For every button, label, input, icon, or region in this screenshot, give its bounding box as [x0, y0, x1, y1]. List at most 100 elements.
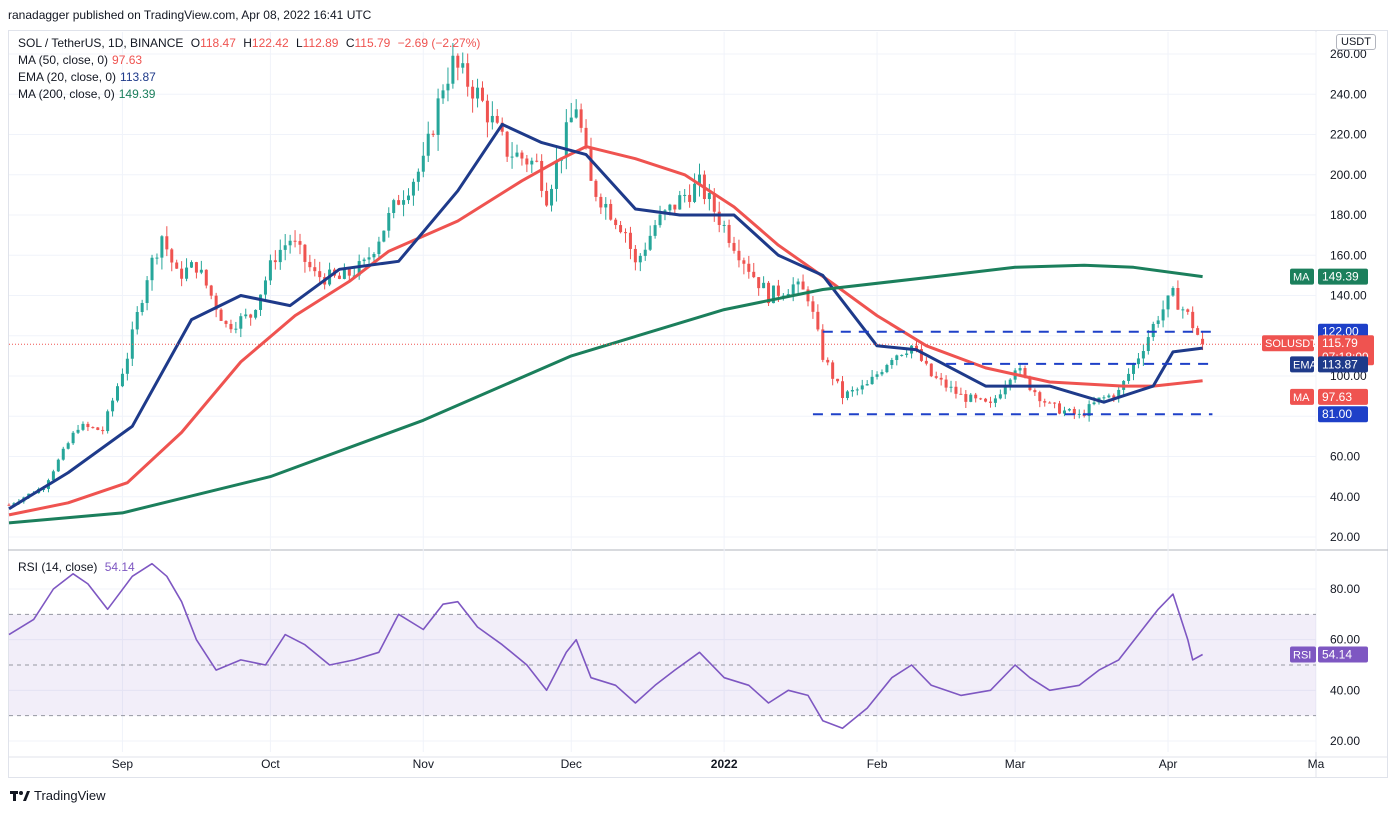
- candle-body[interactable]: [1127, 373, 1131, 381]
- candle-body[interactable]: [1176, 288, 1180, 310]
- candle-body[interactable]: [313, 267, 317, 272]
- candle-body[interactable]: [219, 309, 223, 321]
- candle-body[interactable]: [471, 86, 475, 99]
- candle-body[interactable]: [875, 374, 879, 377]
- candle-body[interactable]: [392, 200, 396, 214]
- candle-body[interactable]: [101, 429, 105, 432]
- candle-body[interactable]: [1161, 309, 1165, 321]
- candle-body[interactable]: [786, 294, 790, 296]
- candle-body[interactable]: [964, 394, 968, 402]
- candle-body[interactable]: [806, 289, 810, 302]
- candle-body[interactable]: [476, 87, 480, 99]
- candle-body[interactable]: [683, 194, 687, 196]
- candle-body[interactable]: [742, 260, 746, 264]
- candle-body[interactable]: [934, 376, 938, 378]
- candle-body[interactable]: [796, 281, 800, 285]
- candle-body[interactable]: [106, 411, 110, 432]
- candle-body[interactable]: [86, 423, 90, 428]
- candle-body[interactable]: [382, 230, 386, 242]
- candle-body[interactable]: [574, 109, 578, 118]
- candle-body[interactable]: [61, 448, 65, 460]
- candle-body[interactable]: [1092, 402, 1096, 405]
- candle-body[interactable]: [347, 268, 351, 276]
- candle-body[interactable]: [550, 188, 554, 206]
- candle-body[interactable]: [116, 386, 120, 401]
- candle-body[interactable]: [244, 314, 248, 317]
- candle-body[interactable]: [466, 63, 470, 87]
- candle-body[interactable]: [125, 358, 129, 374]
- candle-body[interactable]: [860, 385, 864, 390]
- candle-body[interactable]: [421, 155, 425, 172]
- candle-body[interactable]: [905, 353, 909, 355]
- candle-body[interactable]: [712, 193, 716, 212]
- candle-body[interactable]: [609, 203, 613, 220]
- candle-body[interactable]: [697, 174, 701, 184]
- candle-body[interactable]: [633, 248, 637, 263]
- level-tag[interactable]: [1318, 406, 1368, 423]
- candle-body[interactable]: [880, 372, 884, 375]
- candle-body[interactable]: [461, 63, 465, 68]
- candle-body[interactable]: [564, 122, 568, 158]
- candle-body[interactable]: [337, 275, 341, 279]
- candle-body[interactable]: [189, 262, 193, 268]
- symbol-tag[interactable]: [1262, 335, 1314, 352]
- candle-body[interactable]: [919, 349, 923, 361]
- candle-body[interactable]: [870, 376, 874, 385]
- candle-body[interactable]: [298, 241, 302, 245]
- candle-body[interactable]: [1196, 328, 1200, 335]
- candle-body[interactable]: [979, 398, 983, 400]
- candle-body[interactable]: [614, 219, 618, 226]
- candle-body[interactable]: [540, 160, 544, 191]
- candle-body[interactable]: [826, 359, 830, 363]
- candle-body[interactable]: [446, 83, 450, 91]
- candle-body[interactable]: [776, 285, 780, 296]
- candle-body[interactable]: [170, 249, 174, 263]
- candle-body[interactable]: [628, 232, 632, 249]
- candle-body[interactable]: [915, 345, 919, 350]
- candle-body[interactable]: [145, 280, 149, 304]
- candle-body[interactable]: [1136, 358, 1140, 365]
- overlay-value-tag[interactable]: [1318, 388, 1368, 405]
- candle-body[interactable]: [693, 183, 697, 202]
- candle-body[interactable]: [1146, 337, 1150, 352]
- candle-body[interactable]: [318, 271, 322, 278]
- candle-body[interactable]: [278, 249, 282, 263]
- candle-body[interactable]: [1043, 401, 1047, 403]
- candle-body[interactable]: [944, 379, 948, 388]
- candle-body[interactable]: [214, 295, 218, 310]
- candle-body[interactable]: [155, 257, 159, 259]
- candle-body[interactable]: [816, 311, 820, 330]
- candle-body[interactable]: [263, 280, 267, 295]
- candle-body[interactable]: [397, 200, 401, 205]
- candle-body[interactable]: [490, 115, 494, 123]
- symbol-name[interactable]: SOL / TetherUS, 1D, BINANCE: [18, 36, 184, 50]
- candle-body[interactable]: [500, 122, 504, 132]
- candle-body[interactable]: [426, 133, 430, 156]
- candle-body[interactable]: [1018, 368, 1022, 371]
- candle-body[interactable]: [1107, 395, 1111, 398]
- candle-body[interactable]: [456, 55, 460, 68]
- candle-body[interactable]: [111, 400, 115, 412]
- candle-body[interactable]: [845, 391, 849, 399]
- candle-body[interactable]: [717, 211, 721, 225]
- ma50-legend[interactable]: MA (50, close, 0) 97.63: [18, 52, 142, 69]
- ema20-legend[interactable]: EMA (20, close, 0) 113.87: [18, 69, 156, 86]
- candle-body[interactable]: [402, 200, 406, 205]
- candle-body[interactable]: [451, 55, 455, 84]
- candle-body[interactable]: [273, 260, 277, 263]
- candle-body[interactable]: [140, 303, 144, 313]
- candle-body[interactable]: [510, 156, 514, 158]
- candle-body[interactable]: [254, 309, 258, 318]
- candle-body[interactable]: [801, 281, 805, 290]
- candle-body[interactable]: [865, 384, 869, 386]
- candle-body[interactable]: [984, 398, 988, 402]
- ma200-line[interactable]: [8, 263, 1203, 525]
- candle-body[interactable]: [619, 225, 623, 233]
- candle-body[interactable]: [175, 262, 179, 269]
- rsi-value-tag[interactable]: [1318, 646, 1368, 663]
- candle-body[interactable]: [949, 386, 953, 388]
- candle-body[interactable]: [96, 427, 100, 430]
- candle-body[interactable]: [81, 423, 85, 430]
- candle-body[interactable]: [268, 260, 272, 281]
- candle-body[interactable]: [924, 360, 928, 364]
